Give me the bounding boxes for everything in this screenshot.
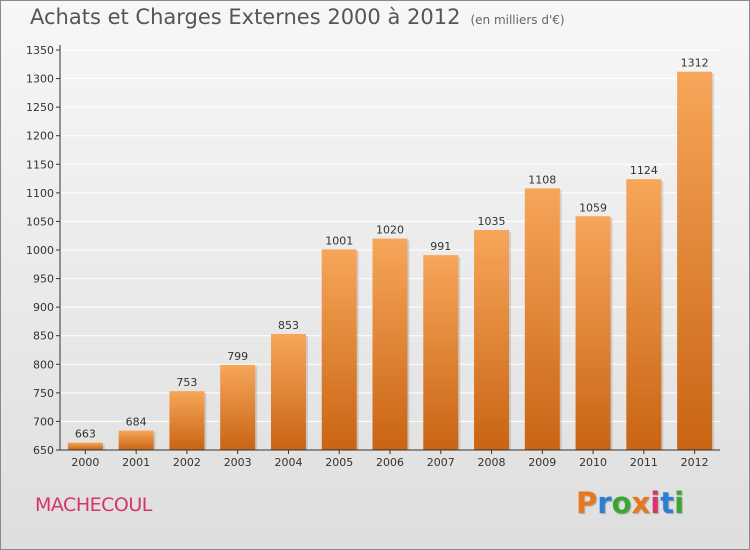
y-tick-label: 1050 [26,215,54,228]
logo-letter: t [660,486,675,520]
x-tick-label: 2009 [528,456,556,469]
bar-2002 [169,391,205,450]
value-label: 1059 [579,201,607,214]
y-tick-label: 1150 [26,158,54,171]
value-label: 853 [278,319,299,332]
bar-2008 [474,230,510,450]
chart-title: Achats et Charges Externes 2000 à 2012 (e… [30,5,565,29]
bar-2005 [321,249,357,450]
value-label: 1312 [681,57,709,70]
logo-letter: r [597,486,612,520]
logo-letter: i [674,486,685,520]
x-tick-label: 2004 [274,456,302,469]
logo-letter: i [650,486,661,520]
value-label: 1124 [630,164,658,177]
bar-2007 [423,255,459,450]
bar-2004 [270,334,306,450]
value-labels: 663 684 753 799 853 1001 1020 991 1035 1108 1059 11… [75,57,709,441]
y-tick-label: 1350 [26,44,54,57]
bar-2011 [626,179,662,450]
y-tick-label: 1250 [26,101,54,114]
x-tick-label: 2011 [630,456,658,469]
value-label: 684 [126,416,147,429]
y-tick-label: 1100 [26,187,54,200]
value-label: 1001 [325,234,353,247]
axes: 650 700 750 800 850 900 950 1000 1050 1100 1150 120… [26,44,720,469]
bars [67,71,715,451]
x-tick-label: 2007 [427,456,455,469]
bar-2010 [575,216,611,450]
bar-2001 [118,430,154,450]
logo-letter: o [611,486,632,520]
y-tick-label: 750 [33,387,54,400]
x-tick-label: 2010 [579,456,607,469]
value-label: 991 [430,240,451,253]
bar-2009 [524,188,560,451]
commune-name: MACHECOUL [35,494,152,516]
bar-2006 [372,238,408,450]
value-label: 753 [176,376,197,389]
bar-2000 [67,442,103,450]
logo-letter: P [576,486,598,520]
value-label: 663 [75,428,96,441]
value-label: 1035 [478,215,506,228]
y-tick-label: 850 [33,330,54,343]
y-tick-label: 1300 [26,73,54,86]
value-label: 799 [227,350,248,363]
bar-2003 [220,364,256,450]
x-tick-label: 2006 [376,456,404,469]
x-tick-label: 2012 [681,456,709,469]
proxiti-logo[interactable]: Proxiti [576,486,684,520]
bar-2012 [677,71,713,450]
y-tick-label: 1000 [26,244,54,257]
x-tick-label: 2001 [122,456,150,469]
chart-unit: (en milliers d'€) [470,13,565,27]
x-tick-label: 2000 [71,456,99,469]
logo-letter: x [631,486,651,520]
value-label: 1020 [376,224,404,237]
y-tick-label: 700 [33,415,54,428]
y-tick-label: 800 [33,358,54,371]
y-tick-label: 950 [33,273,54,286]
x-tick-label: 2008 [478,456,506,469]
chart-title-text: Achats et Charges Externes 2000 à 2012 [30,5,461,29]
x-tick-label: 2002 [173,456,201,469]
y-tick-label: 650 [33,444,54,457]
x-tick-label: 2003 [224,456,252,469]
y-tick-label: 900 [33,301,54,314]
value-label: 1108 [528,173,556,186]
y-tick-label: 1200 [26,130,54,143]
x-tick-label: 2005 [325,456,353,469]
